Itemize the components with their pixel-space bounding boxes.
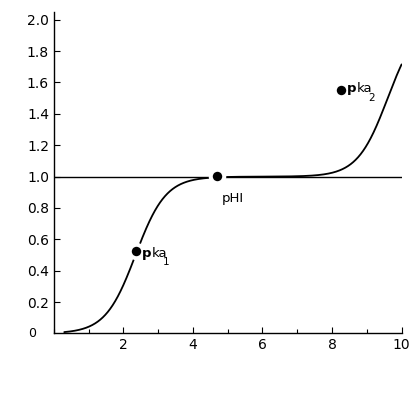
Text: ka: ka [356, 82, 371, 95]
Point [337, 87, 343, 93]
Text: 1: 1 [162, 257, 169, 267]
Point [132, 248, 138, 254]
Point [214, 173, 220, 179]
Text: p: p [142, 247, 151, 260]
Point [132, 248, 138, 254]
Text: p: p [346, 82, 356, 95]
Point [214, 173, 220, 179]
Point [337, 87, 343, 93]
Text: pHI: pHI [221, 191, 243, 204]
Text: 0: 0 [28, 327, 36, 340]
Text: ka: ka [151, 247, 167, 260]
Text: 2: 2 [367, 93, 374, 103]
